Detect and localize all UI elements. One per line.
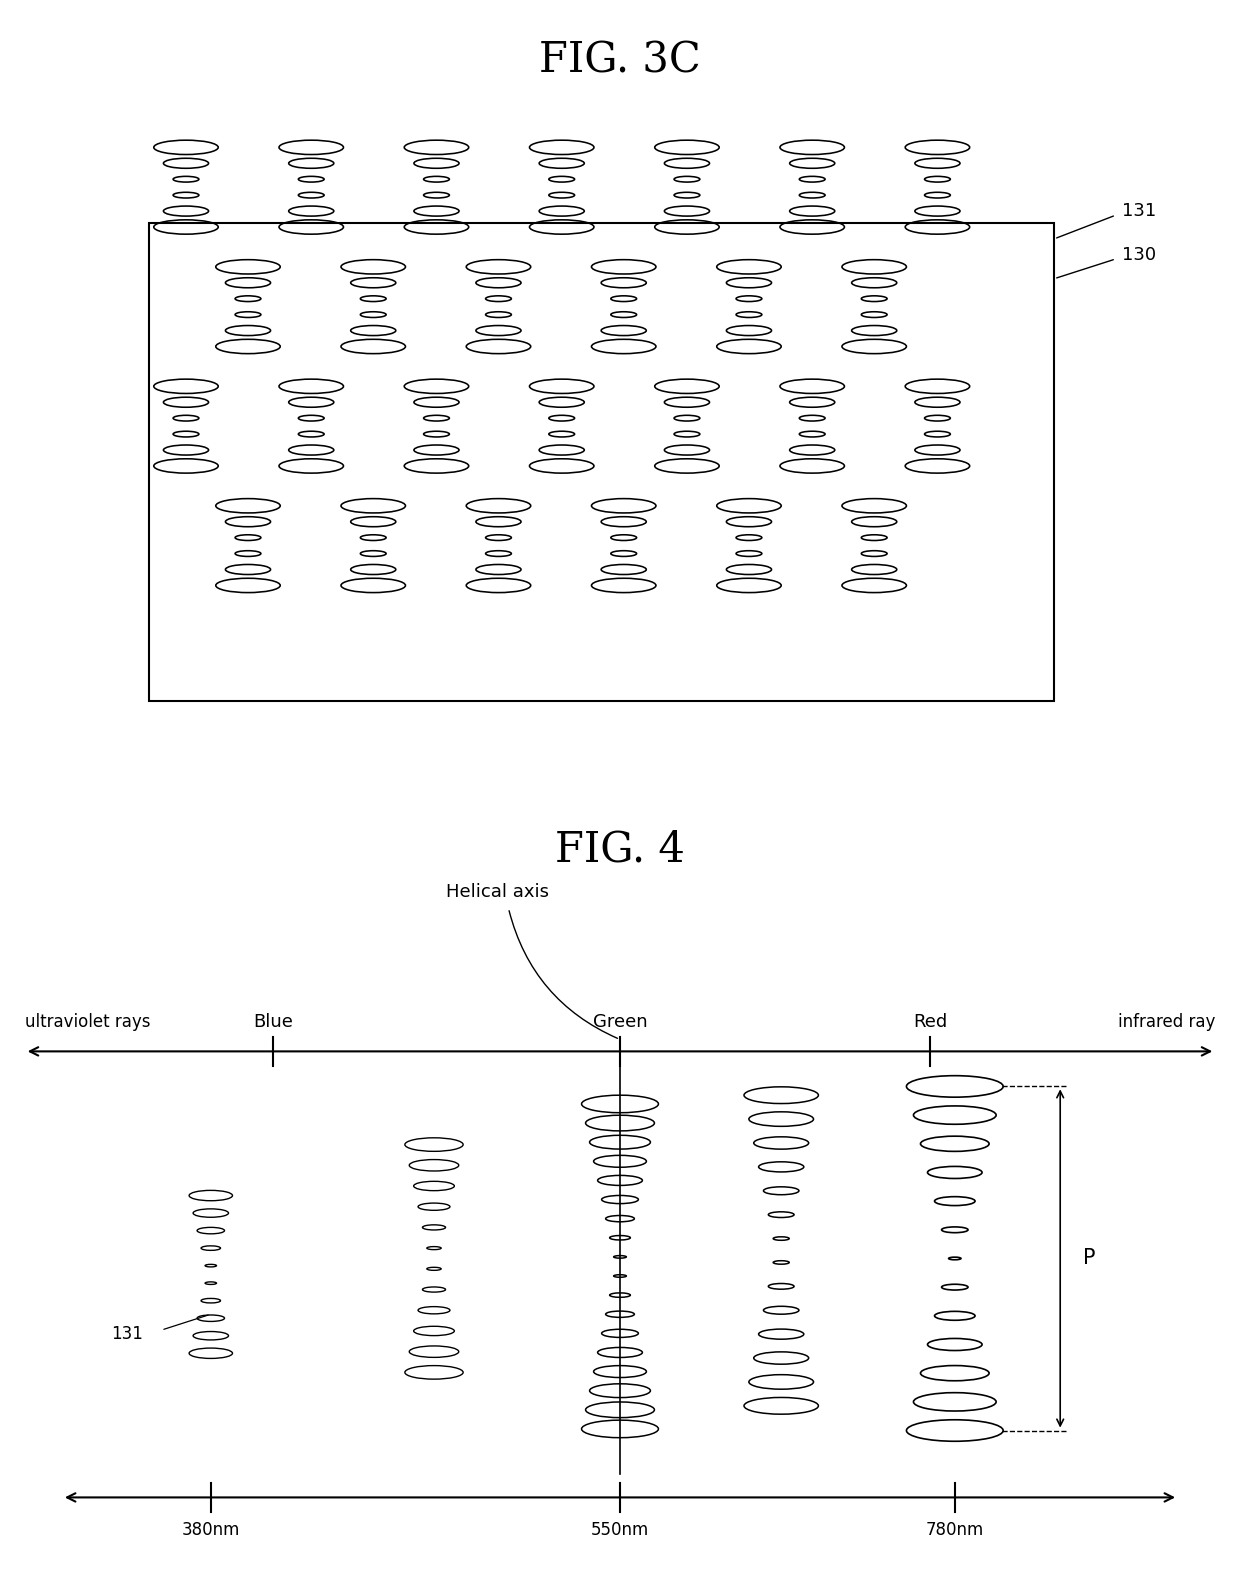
Text: FIG. 3C: FIG. 3C [539,40,701,81]
Text: P: P [1083,1249,1095,1268]
Text: Green: Green [593,1013,647,1032]
Text: infrared ray: infrared ray [1117,1013,1215,1032]
Text: 130: 130 [1122,245,1157,264]
Text: FIG. 4: FIG. 4 [556,828,684,870]
Bar [149,223,1054,701]
Text: Blue: Blue [253,1013,293,1032]
Text: 380nm: 380nm [181,1521,241,1539]
Text: ultraviolet rays: ultraviolet rays [25,1013,150,1032]
Text: 131: 131 [1122,202,1157,220]
Text: 550nm: 550nm [591,1521,649,1539]
Text: Red: Red [913,1013,947,1032]
Text: Helical axis: Helical axis [446,883,549,902]
Text: 780nm: 780nm [926,1521,983,1539]
Text: 131: 131 [110,1325,143,1343]
